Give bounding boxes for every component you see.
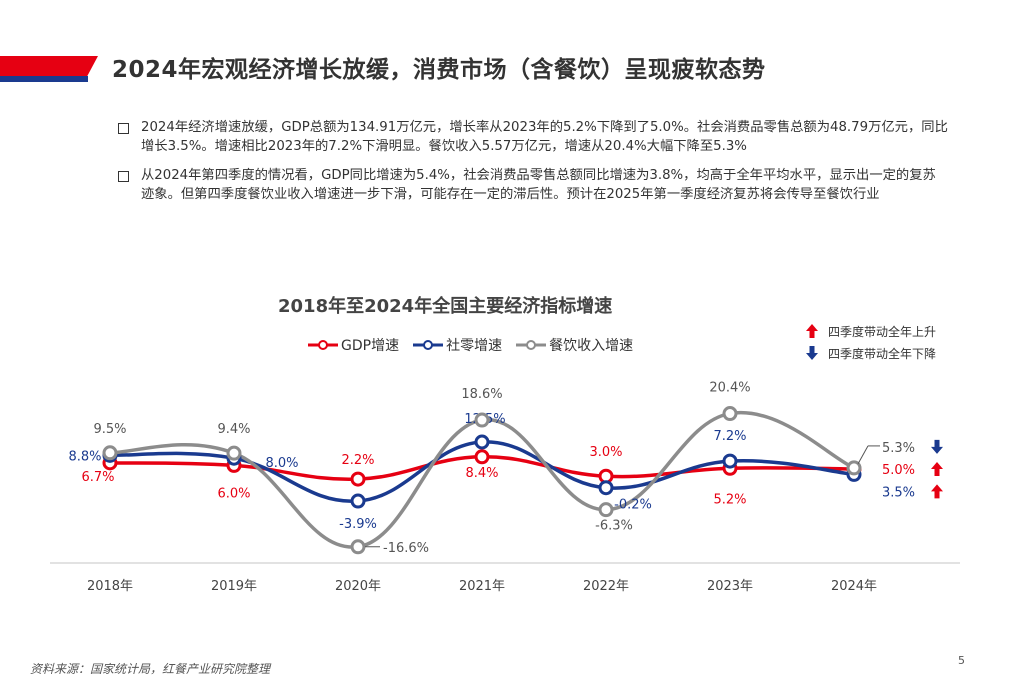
data-label: -6.3%	[595, 519, 633, 534]
data-label: 5.0%	[882, 463, 915, 478]
legend-marker-icon	[413, 340, 444, 350]
chart-legend: GDP增速 社零增速 餐饮收入增速	[308, 335, 633, 355]
data-label: 3.5%	[882, 485, 915, 500]
data-point	[722, 406, 738, 422]
legend-marker-icon	[516, 340, 547, 350]
trend-up-label: 四季度带动全年上升	[828, 324, 937, 339]
data-point	[474, 449, 490, 465]
trend-legend: 四季度带动全年上升 四季度带动全年下降	[806, 320, 936, 364]
legend-gdp: GDP增速	[308, 335, 399, 355]
bullet-item: 2024年经济增速放缓，GDP总额为134.91万亿元，增长率从2023年的5.…	[118, 118, 948, 156]
legend-retail: 社零增速	[413, 335, 502, 355]
summary-bullets: 2024年经济增速放缓，GDP总额为134.91万亿元，增长率从2023年的5.…	[118, 118, 948, 214]
x-tick-label: 2023年	[707, 579, 753, 594]
header-accent-red	[0, 56, 98, 78]
arrow-down-icon	[931, 439, 943, 454]
data-point	[350, 471, 366, 487]
bullet-text: 从2024年第四季度的情况看，GDP同比增速为5.4%，社会消费品零售总额同比增…	[141, 168, 936, 202]
data-point	[350, 539, 366, 555]
x-tick-label: 2020年	[335, 579, 381, 594]
trend-up-legend: 四季度带动全年上升	[806, 320, 936, 342]
bullet-item: 从2024年第四季度的情况看，GDP同比增速为5.4%，社会消费品零售总额同比增…	[118, 166, 948, 204]
legend-label: 餐饮收入增速	[549, 338, 634, 354]
x-tick-label: 2022年	[583, 579, 629, 594]
data-label: 6.0%	[217, 486, 250, 501]
data-label: -3.9%	[339, 517, 377, 532]
page-number: 5	[958, 654, 965, 667]
square-bullet-icon	[118, 123, 129, 134]
x-tick-label: 2019年	[211, 579, 257, 594]
arrow-up-icon	[931, 484, 943, 499]
data-label: 9.5%	[93, 422, 126, 437]
chart-title: 2018年至2024年全国主要经济指标增速	[278, 296, 613, 317]
data-point	[474, 434, 490, 450]
legend-catering: 餐饮收入增速	[516, 335, 633, 355]
data-label: 6.7%	[81, 470, 114, 485]
leader-line	[857, 445, 869, 465]
arrow-up-icon	[931, 462, 943, 476]
data-label: 3.0%	[589, 445, 622, 460]
data-point	[226, 445, 242, 461]
trend-down-label: 四季度带动全年下降	[828, 346, 937, 361]
data-label: 20.4%	[709, 381, 750, 396]
data-label: 5.2%	[713, 492, 746, 507]
data-point	[102, 445, 118, 461]
arrow-down-icon	[806, 346, 818, 360]
data-point	[598, 502, 614, 518]
square-bullet-icon	[118, 171, 129, 182]
x-tick-label: 2018年	[87, 579, 133, 594]
page-title: 2024年宏观经济增长放缓，消费市场（含餐饮）呈现疲软态势	[112, 57, 766, 83]
data-point	[846, 460, 862, 476]
data-label: 9.4%	[217, 422, 250, 437]
data-point	[474, 412, 490, 428]
x-tick-label: 2021年	[459, 579, 505, 594]
data-label: 2.2%	[341, 453, 374, 468]
data-label: 7.2%	[713, 429, 746, 444]
source-note: 资料来源：国家统计局，红餐产业研究院整理	[30, 662, 271, 676]
x-tick-label: 2024年	[831, 579, 877, 594]
legend-label: 社零增速	[446, 338, 503, 354]
data-point	[598, 480, 614, 496]
data-label: 8.4%	[465, 466, 498, 481]
data-label: 5.3%	[882, 441, 915, 456]
legend-label: GDP增速	[341, 338, 400, 354]
bullet-text: 2024年经济增速放缓，GDP总额为134.91万亿元，增长率从2023年的5.…	[141, 120, 948, 154]
header-accent-blue	[0, 76, 88, 82]
data-point	[722, 453, 738, 469]
data-point	[350, 493, 366, 509]
data-label: -0.2%	[614, 498, 652, 513]
data-label: 8.0%	[265, 456, 298, 471]
data-label: -16.6%	[383, 541, 429, 556]
trend-down-legend: 四季度带动全年下降	[806, 342, 936, 364]
data-label: 18.6%	[461, 387, 502, 402]
legend-marker-icon	[308, 340, 338, 350]
arrow-up-icon	[806, 324, 818, 338]
data-label: 8.8%	[68, 449, 101, 464]
